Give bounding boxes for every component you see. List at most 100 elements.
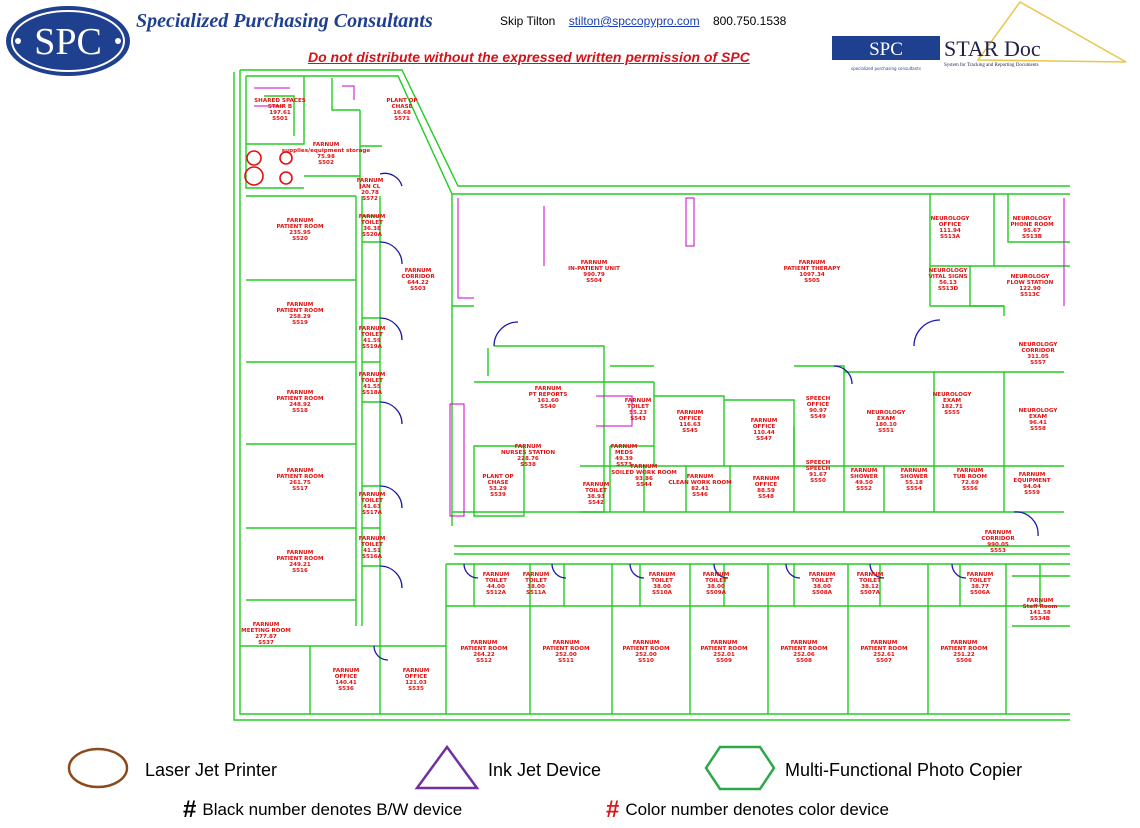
room-label-line: supplies/equipment storage xyxy=(282,148,371,154)
room-label-line: FARNUM xyxy=(359,326,386,332)
contact-email-link[interactable]: stilton@spccopypro.com xyxy=(568,14,700,28)
room-label-line: 252.01 xyxy=(713,652,735,658)
spc-logo-text: SPC xyxy=(34,21,102,63)
room-label-line: S512A xyxy=(486,590,507,596)
room-label-line: MEDS xyxy=(615,450,633,456)
room-label-line: CORRIDOR xyxy=(401,274,435,280)
room-label-line: S572 xyxy=(362,196,378,202)
room-label-line: S513C xyxy=(1020,292,1040,298)
room-label: FARNUM TOILET 38.00 S511A xyxy=(523,572,550,596)
device-markers xyxy=(244,150,293,186)
room-label-line: CORRIDOR xyxy=(1021,348,1055,354)
room-label-line: FARNUM xyxy=(901,468,928,474)
room-label-line: FARNUM xyxy=(809,572,836,578)
room-label-line: S543 xyxy=(630,416,646,422)
room-label-line: 111.94 xyxy=(939,228,961,234)
room-label-line: 82.41 xyxy=(691,486,709,492)
room-label-line: FARNUM xyxy=(523,572,550,578)
room-label-line: 38.93 xyxy=(587,494,605,500)
room-label-line: 182.71 xyxy=(941,404,963,410)
room-label-line: FARNUM xyxy=(553,640,580,646)
room-label: FARNUM CORRIDOR 990.05 S553 xyxy=(981,530,1015,554)
room-label: FARNUM OFFICE 140.41 S536 xyxy=(333,668,360,692)
room-label-line: S513B xyxy=(1022,234,1042,240)
room-label-line: EXAM xyxy=(943,398,961,404)
room-label-line: FARNUM xyxy=(649,572,676,578)
room-label-line: FARNUM xyxy=(483,572,510,578)
room-label-line: PATIENT ROOM xyxy=(276,556,323,562)
room-label-line: S571 xyxy=(394,116,410,122)
room-label-line: FARNUM xyxy=(287,390,314,396)
room-label-line: 38.77 xyxy=(971,584,989,590)
room-label-line: PATIENT ROOM xyxy=(542,646,589,652)
room-label-line: 55.18 xyxy=(905,480,923,486)
room-label: FARNUM SHOWER 55.18 S554 xyxy=(900,468,928,492)
room-label-line: 90.97 xyxy=(809,408,827,414)
room-label-line: 252.61 xyxy=(873,652,895,658)
room-label-line: S534B xyxy=(1030,616,1050,622)
room-label-line: 49.39 xyxy=(615,456,633,462)
room-label-line: SHOWER xyxy=(900,474,928,480)
room-label-line: S520 xyxy=(292,236,308,242)
room-label: FARNUM MEETING ROOM 277.87 S537 xyxy=(241,622,291,646)
room-label-line: CHASE xyxy=(392,104,413,110)
room-label: FARNUM TOILET 38.00 S508A xyxy=(809,572,836,596)
room-label-line: 95.67 xyxy=(1023,228,1041,234)
room-label-line: FARNUM xyxy=(625,398,652,404)
room-label-line: FARNUM xyxy=(951,640,978,646)
room-label: NEUROLOGY OFFICE 111.94 S513A xyxy=(931,216,971,240)
room-label-line: FARNUM xyxy=(357,178,384,184)
room-label-line: 16.68 xyxy=(393,110,411,116)
room-label-line: PLANT OP xyxy=(386,98,417,104)
room-label-line: NEUROLOGY xyxy=(1013,216,1053,222)
room-label-line: 38.00 xyxy=(527,584,545,590)
room-label-line: S549 xyxy=(810,414,826,420)
room-label-line: 38.12 xyxy=(861,584,879,590)
room-label-line: 228.76 xyxy=(517,456,539,462)
room-label-line: NEUROLOGY xyxy=(931,216,971,222)
room-label-line: FARNUM xyxy=(871,640,898,646)
room-label-line: FARNUM xyxy=(677,410,704,416)
room-label: PLANT OP CHASE 16.68 S571 xyxy=(386,98,417,122)
color-note-text: Color number denotes color device xyxy=(625,800,890,819)
room-label-line: S548 xyxy=(758,494,774,500)
room-label-line: 264.22 xyxy=(473,652,495,658)
room-label-line: FARNUM xyxy=(799,260,826,266)
room-label-line: OFFICE xyxy=(807,402,830,408)
room-label-line: S506A xyxy=(970,590,991,596)
room-label-line: VITAL SIGNS xyxy=(928,274,967,280)
room-label-line: TOILET xyxy=(361,332,383,338)
room-label-line: SPEECH xyxy=(806,466,831,472)
room-label-line: FARNUM xyxy=(687,474,714,480)
room-label-line: S545 xyxy=(682,428,698,434)
room-label: FARNUM OFFICE 88.59 S548 xyxy=(753,476,780,500)
room-label-line: S517A xyxy=(362,510,383,516)
room-label-line: S537 xyxy=(258,640,274,646)
room-label: FARNUM PATIENT ROOM 252.00 S510 xyxy=(622,640,669,664)
room-label-line: S513A xyxy=(940,234,961,240)
room-label: FARNUM PT REPORTS 161.60 S540 xyxy=(529,386,568,410)
room-label-line: NEUROLOGY xyxy=(933,392,973,398)
room-label-line: S506 xyxy=(956,658,972,664)
room-label: FARNUM PATIENT ROOM 252.01 S509 xyxy=(700,640,747,664)
bw-note-text: Black number denotes B/W device xyxy=(202,800,463,819)
room-label-line: FARNUM xyxy=(611,444,638,450)
room-label: FARNUM PATIENT ROOM 264.22 S512 xyxy=(460,640,507,664)
room-label-line: S559 xyxy=(1024,490,1040,496)
room-label-line: PATIENT ROOM xyxy=(276,224,323,230)
room-label-line: EQUIPMENT xyxy=(1013,478,1050,484)
room-label-line: S519 xyxy=(292,320,308,326)
room-label-line: FARNUM xyxy=(253,622,280,628)
room-label: FARNUM TOILET 41.63 S517A xyxy=(359,492,386,516)
room-label-line: 258.29 xyxy=(289,314,311,320)
room-label-line: 252.00 xyxy=(555,652,577,658)
room-label-line: S539 xyxy=(490,492,506,498)
room-label-line: 53.29 xyxy=(489,486,507,492)
room-label-line: TUB ROOM xyxy=(953,474,987,480)
room-label: NEUROLOGY CORRIDOR 311.05 S557 xyxy=(1019,342,1059,366)
room-label: SPEECH OFFICE 90.97 S549 xyxy=(806,396,831,420)
room-label: FARNUM IN-PATIENT UNIT 990.79 S504 xyxy=(568,260,620,284)
room-label-line: IN-PATIENT UNIT xyxy=(568,266,620,272)
room-label-line: FARNUM xyxy=(581,260,608,266)
color-hash: # xyxy=(606,796,620,823)
